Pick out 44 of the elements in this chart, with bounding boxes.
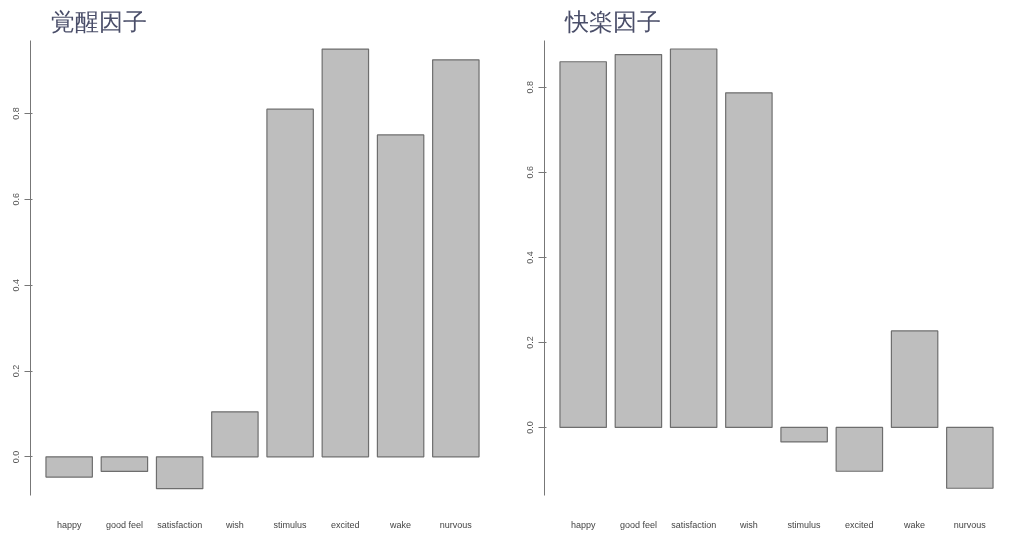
- x-tick-label: good feel: [619, 519, 657, 530]
- x-tick-label: wish: [738, 519, 758, 530]
- y-tick-label: 0.2: [525, 336, 536, 349]
- bar: [669, 48, 718, 429]
- x-tick-label: stimulus: [787, 519, 822, 530]
- y-tick-label: 0.0: [11, 450, 22, 464]
- y-tick-label: 0.4: [11, 278, 22, 292]
- bar: [835, 426, 884, 472]
- chart-title: 覚醒因子: [50, 7, 147, 36]
- x-tick-label: satisfaction: [671, 519, 717, 530]
- y-tick-label: 0.2: [11, 364, 22, 378]
- bar: [614, 53, 663, 429]
- y-tick-label: 0.6: [525, 166, 536, 179]
- chart-title: 快楽因子: [563, 7, 661, 36]
- x-tick-label: wish: [224, 519, 244, 530]
- bar: [946, 426, 994, 489]
- bar: [890, 330, 939, 429]
- x-tick-label: happy: [570, 519, 596, 530]
- bar: [155, 456, 204, 490]
- x-tick-label: excited: [845, 519, 874, 530]
- x-tick-label: good feel: [105, 519, 143, 530]
- bar: [780, 426, 828, 443]
- bar: [266, 108, 314, 458]
- x-tick-label: nurvous: [439, 519, 473, 530]
- x-tick-label: wake: [903, 519, 926, 530]
- y-tick-label: 0.0: [525, 421, 536, 434]
- y-tick-label: 0.6: [11, 193, 22, 206]
- bar: [211, 411, 259, 458]
- bar: [725, 92, 773, 429]
- x-tick-label: nurvous: [953, 519, 987, 530]
- y-tick-label: 0.4: [525, 251, 536, 264]
- bar: [432, 59, 480, 458]
- y-tick-label: 0.8: [525, 81, 536, 94]
- bar: [100, 456, 149, 473]
- x-tick-label: satisfaction: [157, 519, 203, 530]
- bar: [376, 134, 425, 458]
- bar: [45, 456, 93, 478]
- bar: [559, 61, 607, 429]
- x-tick-label: wake: [389, 519, 412, 530]
- bar: [321, 48, 370, 458]
- y-tick-label: 0.8: [11, 107, 22, 120]
- x-tick-label: excited: [331, 519, 360, 530]
- x-tick-label: stimulus: [273, 519, 308, 530]
- x-tick-label: happy: [56, 519, 82, 530]
